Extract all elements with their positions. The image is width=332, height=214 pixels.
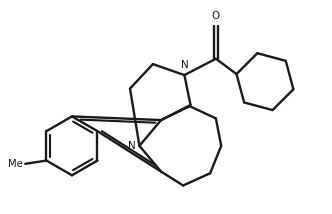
Text: O: O xyxy=(212,11,220,21)
Text: N: N xyxy=(128,141,136,151)
Text: N: N xyxy=(181,60,188,70)
Text: Me: Me xyxy=(8,159,23,169)
